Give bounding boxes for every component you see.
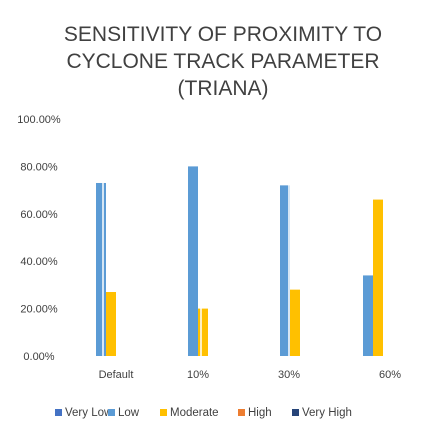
x-tick-label: Default xyxy=(99,369,134,381)
legend-item: Very High xyxy=(292,407,352,419)
legend-label: Low xyxy=(118,407,140,419)
chart-title-line-1: SENSITIVITY OF PROXIMITY TO xyxy=(64,23,382,46)
legend-swatch xyxy=(108,409,115,416)
legend-label: Moderate xyxy=(170,407,219,419)
bar-moderate xyxy=(106,292,116,356)
chart-title-line-2: CYCLONE TRACK PARAMETER xyxy=(66,50,379,73)
bar-low xyxy=(188,166,198,356)
bar-moderate xyxy=(198,308,208,356)
bar-moderate xyxy=(373,199,383,356)
legend: Very Low Low Moderate High Very High xyxy=(55,407,352,419)
legend-label: Very Low xyxy=(65,407,113,419)
bar-low xyxy=(96,182,106,356)
legend-swatch xyxy=(292,409,299,416)
bars xyxy=(96,139,390,356)
y-tick-label: 0.00% xyxy=(23,351,54,363)
legend-swatch xyxy=(55,409,62,416)
y-tick-label: 20.00% xyxy=(20,304,58,316)
bar-moderate xyxy=(290,289,300,356)
legend-swatch xyxy=(238,409,245,416)
y-tick-label: 100.00% xyxy=(17,114,61,126)
x-tick-label: 30% xyxy=(278,369,300,381)
bar-low xyxy=(280,185,290,356)
legend-item: Moderate xyxy=(160,407,219,419)
legend-label: Very High xyxy=(302,407,352,419)
legend-label: High xyxy=(248,407,272,419)
legend-swatch xyxy=(160,409,167,416)
legend-item: Very Low xyxy=(55,407,113,419)
legend-item: High xyxy=(238,407,272,419)
chart-title-line-3: (TRIANA) xyxy=(178,77,269,100)
bar-low xyxy=(363,275,373,356)
x-tick-label: 60% xyxy=(379,369,401,381)
chart-title: SENSITIVITY OF PROXIMITY TO CYCLONE TRAC… xyxy=(64,23,382,100)
y-tick-label: 40.00% xyxy=(20,256,58,268)
y-tick-label: 80.00% xyxy=(20,161,58,173)
x-tick-label: 10% xyxy=(187,369,209,381)
legend-item: Low xyxy=(108,407,140,419)
x-axis: Default 10% 30% 60% xyxy=(99,369,402,381)
y-axis: 0.00% 20.00% 40.00% 60.00% 80.00% 100.00% xyxy=(17,114,61,363)
y-tick-label: 60.00% xyxy=(20,209,58,221)
